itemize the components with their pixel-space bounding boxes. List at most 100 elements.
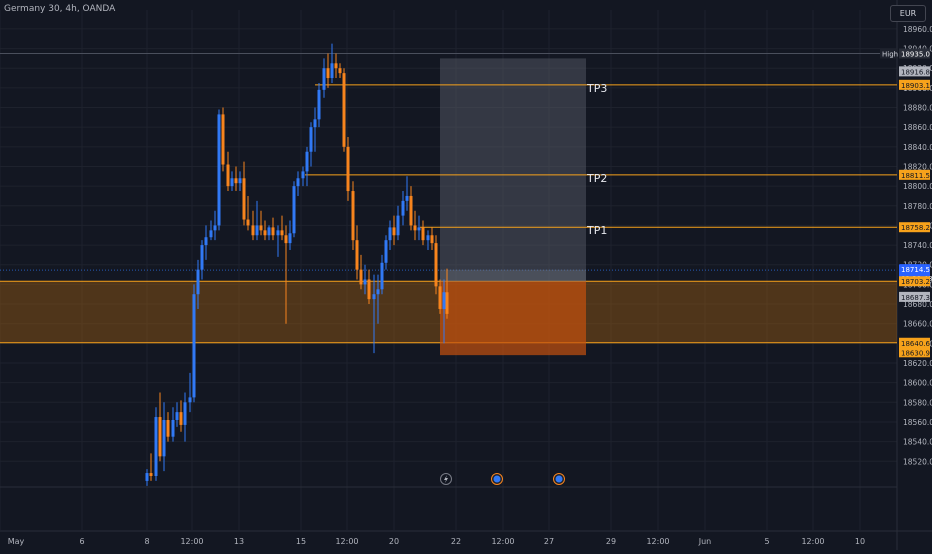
candle-body	[192, 294, 196, 398]
level-price-box	[899, 79, 930, 90]
candle-body	[334, 63, 338, 69]
lightning-icon	[440, 473, 452, 485]
level-price-label: 18758.2	[901, 224, 930, 232]
candle-body	[409, 195, 413, 226]
y-tick-label: 18840.0	[903, 143, 932, 152]
candle-body	[263, 230, 267, 236]
candle-body	[355, 240, 359, 270]
y-tick-label: 18800.0	[903, 182, 932, 191]
candle-body	[417, 227, 421, 231]
x-tick-label: 8	[144, 537, 149, 546]
level-price-label: 18811.5	[901, 172, 930, 180]
current-profit-box	[440, 269, 586, 282]
candle-body	[242, 178, 246, 220]
candle-body	[288, 233, 292, 244]
candle-body	[259, 225, 263, 231]
candle-body	[284, 235, 288, 244]
candle-body	[430, 235, 434, 244]
candle-body	[376, 289, 380, 295]
level-price-box	[899, 291, 930, 302]
candle-body	[305, 151, 309, 172]
x-tick-label: 12:00	[335, 537, 358, 546]
candle-body	[309, 127, 313, 152]
candle-body	[280, 230, 284, 236]
level-price-label: 18916.8	[901, 68, 930, 76]
candle-body	[322, 68, 326, 90]
y-tick-label: 18520.0	[903, 457, 932, 466]
y-tick-label: 18820.0	[903, 162, 932, 171]
candle-body	[171, 419, 175, 437]
candle-body	[179, 412, 183, 425]
candle-body	[438, 286, 442, 309]
x-tick-label: 6	[79, 537, 84, 546]
candle-body	[359, 269, 363, 285]
candle-body	[296, 178, 300, 187]
candle-body	[251, 225, 255, 236]
tp-level-label: TP3	[586, 82, 607, 95]
y-tick-label: 18660.0	[903, 320, 932, 329]
candle-body	[442, 292, 446, 309]
current-price-label: 18714.5	[901, 266, 930, 274]
candle-body	[183, 402, 187, 425]
level-price-label: 18640.6	[901, 340, 930, 348]
candle-body	[380, 262, 384, 290]
y-tick-label: 18540.0	[903, 438, 932, 447]
candle-body	[154, 417, 158, 476]
level-price-box	[899, 347, 930, 358]
candle-body	[384, 240, 388, 263]
candle-body	[326, 68, 330, 79]
tp-level-label: TP1	[586, 224, 607, 237]
x-tick-label: 12:00	[801, 537, 824, 546]
candle-body	[145, 473, 149, 481]
x-tick-label: 22	[451, 537, 461, 546]
stop-box	[440, 281, 586, 356]
candle-body	[351, 191, 355, 241]
level-price-label: 18630.9	[901, 349, 930, 357]
target-box	[440, 58, 586, 270]
candle-body	[338, 68, 342, 74]
candle-body	[405, 195, 409, 201]
candle-body	[367, 279, 371, 300]
candle-body	[209, 230, 213, 238]
x-tick-label: 29	[606, 537, 616, 546]
x-tick-label: 5	[764, 537, 769, 546]
y-tick-label: 18620.0	[903, 359, 932, 368]
candle-body	[421, 227, 425, 241]
x-tick-label: 12:00	[491, 537, 514, 546]
level-price-label: 18903.1	[901, 82, 930, 90]
candle-body	[246, 219, 250, 226]
x-tick-label: 20	[389, 537, 399, 546]
high-tag-label: High	[882, 50, 898, 58]
level-price-box	[899, 337, 930, 348]
candle-body	[271, 227, 275, 236]
x-tick-label: 10	[855, 537, 865, 546]
x-tick-label: 12:00	[180, 537, 203, 546]
candle-body	[230, 178, 234, 187]
level-price-label: 18703.2	[901, 278, 930, 286]
high-tag-box	[880, 48, 898, 59]
candle-body	[149, 473, 153, 476]
candle-body	[188, 397, 192, 403]
candle-body	[330, 63, 334, 79]
candle-body	[221, 114, 225, 165]
candle-body	[445, 292, 449, 314]
candle-body	[238, 178, 242, 184]
candle-body	[255, 225, 259, 236]
level-price-label: 18687.3	[901, 294, 930, 302]
y-tick-label: 18960.0	[903, 25, 932, 34]
y-tick-label: 18680.0	[903, 300, 932, 309]
x-tick-label: Jun	[698, 537, 712, 546]
symbol-title: Germany 30, 4h, OANDA	[4, 4, 116, 14]
candle-body	[372, 294, 376, 300]
currency-button[interactable]: EUR	[890, 5, 926, 22]
y-tick-label: 18880.0	[903, 104, 932, 113]
candle-body	[301, 171, 305, 179]
candle-body	[392, 227, 396, 236]
earnings-dot-inner	[555, 475, 563, 483]
level-price-box	[899, 276, 930, 287]
candle-body	[388, 227, 392, 241]
y-tick-label: 18580.0	[903, 398, 932, 407]
y-tick-label: 18560.0	[903, 418, 932, 427]
